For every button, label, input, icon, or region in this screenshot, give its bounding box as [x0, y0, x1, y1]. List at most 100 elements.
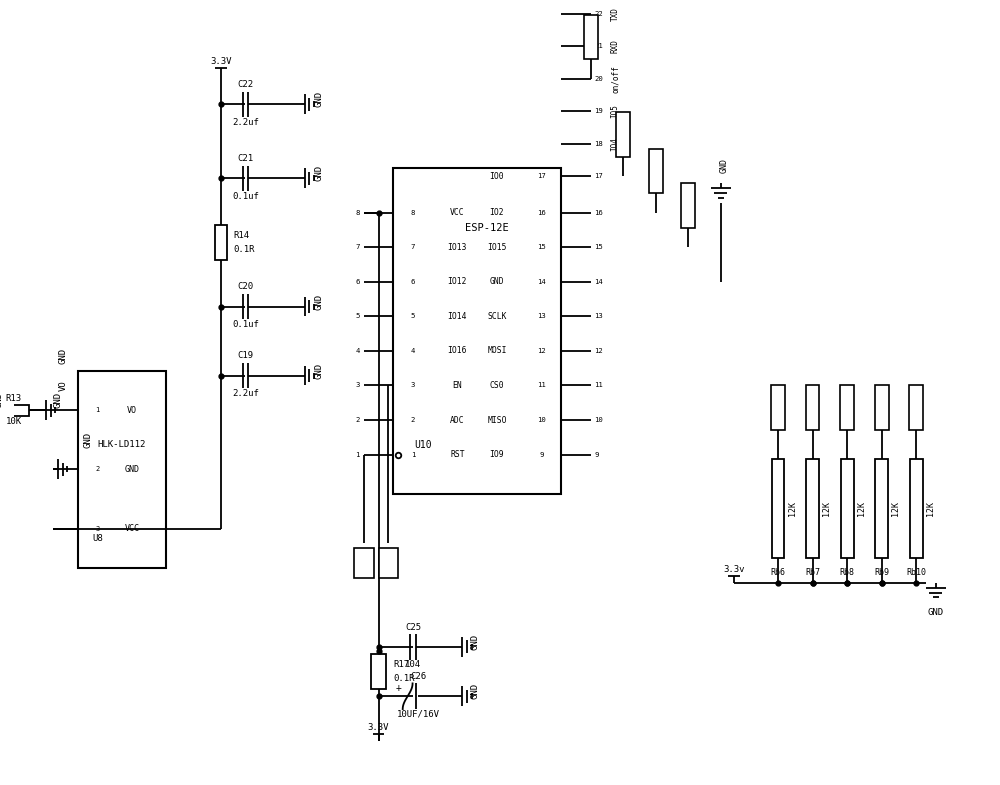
- Text: 15: 15: [537, 244, 546, 250]
- Text: Rb10: Rb10: [906, 568, 926, 578]
- Text: 2: 2: [411, 417, 415, 423]
- Bar: [215, 225, 227, 260]
- Text: 3.3V: 3.3V: [210, 57, 231, 67]
- Text: C22: C22: [237, 80, 253, 89]
- Text: R14: R14: [234, 231, 250, 240]
- Text: 5: 5: [355, 313, 360, 319]
- Text: EN: EN: [453, 381, 462, 390]
- Text: IO4: IO4: [611, 137, 620, 151]
- Text: HLK-LD112: HLK-LD112: [98, 440, 146, 449]
- Bar: [0, 405, 29, 415]
- Text: VCC: VCC: [450, 208, 465, 217]
- Bar: [875, 459, 888, 558]
- Text: 16: 16: [595, 210, 603, 216]
- Text: GPIO2: GPIO2: [653, 160, 659, 181]
- Text: IO13: IO13: [448, 243, 467, 252]
- Text: GND: GND: [471, 634, 480, 650]
- Text: +: +: [395, 683, 401, 693]
- Text: 12K: 12K: [857, 502, 866, 517]
- Text: SCLK: SCLK: [487, 312, 507, 321]
- Text: 12K: 12K: [891, 502, 900, 517]
- Text: 17: 17: [537, 173, 546, 179]
- Text: C26: C26: [410, 672, 426, 681]
- Text: 18: 18: [595, 141, 603, 147]
- Bar: [393, 169, 561, 494]
- Text: 13: 13: [537, 313, 546, 319]
- Text: IO16: IO16: [448, 346, 467, 356]
- Text: 0.1R: 0.1R: [393, 674, 415, 683]
- Text: 3.3V: 3.3V: [368, 723, 389, 732]
- Text: GND: GND: [315, 91, 324, 108]
- Text: GND: GND: [83, 432, 92, 447]
- Text: 12: 12: [595, 348, 603, 354]
- Text: 9: 9: [595, 451, 599, 458]
- Text: U8: U8: [92, 534, 103, 543]
- Text: GPIO15: GPIO15: [913, 395, 919, 421]
- Text: U10: U10: [414, 440, 432, 450]
- Text: R13: R13: [5, 394, 22, 403]
- Text: 14: 14: [595, 279, 603, 285]
- Bar: [910, 459, 923, 558]
- Bar: [840, 385, 854, 430]
- Text: C20: C20: [237, 283, 253, 291]
- Bar: [649, 148, 663, 193]
- Text: 10: 10: [537, 417, 546, 423]
- Bar: [771, 385, 785, 430]
- Bar: [584, 15, 598, 59]
- Text: GND: GND: [53, 392, 62, 408]
- Text: 6: 6: [411, 279, 415, 285]
- Text: VO: VO: [58, 380, 67, 391]
- Bar: [354, 548, 374, 578]
- Text: 6: 6: [355, 279, 360, 285]
- Text: 19: 19: [595, 108, 603, 115]
- Text: GND: GND: [58, 348, 67, 364]
- Text: 12K: 12K: [822, 502, 831, 517]
- Text: 3: 3: [95, 525, 100, 531]
- Text: IO0: IO0: [490, 172, 504, 181]
- Text: GND: GND: [0, 392, 3, 408]
- Text: 9: 9: [539, 451, 543, 458]
- Text: 21: 21: [595, 43, 603, 49]
- Text: 0.1uf: 0.1uf: [232, 319, 259, 329]
- Text: IO2: IO2: [490, 208, 504, 217]
- Text: GPIO0: GPIO0: [775, 397, 781, 418]
- Text: R17: R17: [393, 660, 409, 669]
- Text: nRST: nRST: [879, 400, 885, 416]
- Text: 15: 15: [595, 244, 603, 250]
- Text: MOSI: MOSI: [487, 346, 507, 356]
- Text: IO15: IO15: [487, 243, 507, 252]
- Text: C21: C21: [237, 154, 253, 163]
- Text: nRST: nRST: [354, 559, 373, 568]
- Text: 4: 4: [411, 348, 415, 354]
- Text: 12: 12: [537, 348, 546, 354]
- Text: 2.2uf: 2.2uf: [232, 389, 259, 398]
- Text: IO12: IO12: [448, 277, 467, 287]
- Bar: [681, 183, 695, 228]
- Text: 5: 5: [411, 313, 415, 319]
- Text: GND: GND: [124, 465, 139, 474]
- Text: 3: 3: [411, 382, 415, 389]
- Bar: [806, 459, 819, 558]
- Bar: [78, 371, 166, 568]
- Text: Rb6: Rb6: [771, 568, 786, 578]
- Text: GPIO0: GPIO0: [620, 124, 626, 145]
- Text: IO14: IO14: [448, 312, 467, 321]
- Text: IO5: IO5: [611, 104, 620, 119]
- Text: TXD: TXD: [611, 6, 620, 20]
- Text: ESP-12E: ESP-12E: [465, 223, 509, 232]
- Text: 10: 10: [595, 417, 603, 423]
- Text: 8: 8: [355, 210, 360, 216]
- Text: Rb7: Rb7: [805, 568, 820, 578]
- Bar: [371, 655, 386, 688]
- Text: GPIO2: GPIO2: [810, 397, 816, 418]
- Text: GND: GND: [928, 608, 944, 617]
- Bar: [616, 112, 630, 157]
- Text: 16: 16: [537, 210, 546, 216]
- Text: 11: 11: [537, 382, 546, 389]
- Text: VO: VO: [127, 406, 137, 414]
- Bar: [772, 459, 784, 558]
- Text: ADC: ADC: [450, 415, 465, 425]
- Text: EN: EN: [384, 559, 393, 568]
- Text: Rb9: Rb9: [874, 568, 889, 578]
- Text: GND: GND: [315, 294, 324, 310]
